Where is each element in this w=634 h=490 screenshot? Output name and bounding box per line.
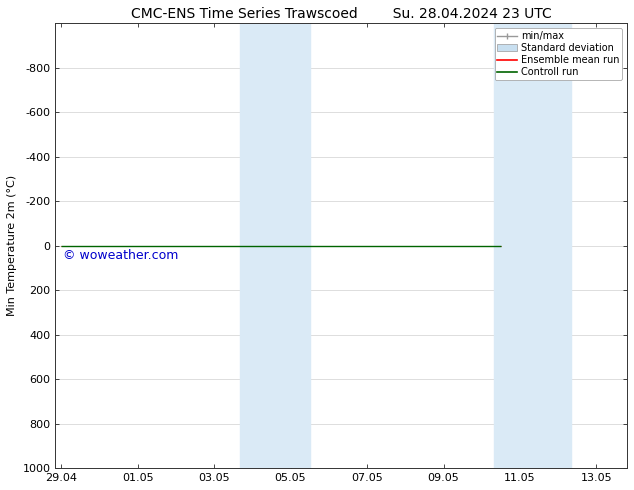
Title: CMC-ENS Time Series Trawscoed        Su. 28.04.2024 23 UTC: CMC-ENS Time Series Trawscoed Su. 28.04.… (131, 7, 552, 21)
Bar (495, 24, 520, 468)
Bar (520, 24, 571, 468)
Bar (265, 24, 309, 468)
Bar (240, 24, 265, 468)
Legend: min/max, Standard deviation, Ensemble mean run, Controll run: min/max, Standard deviation, Ensemble me… (495, 28, 622, 80)
Y-axis label: Min Temperature 2m (°C): Min Temperature 2m (°C) (7, 175, 17, 317)
Text: © woweather.com: © woweather.com (63, 249, 178, 262)
